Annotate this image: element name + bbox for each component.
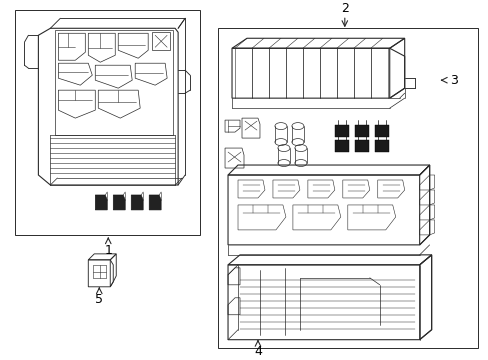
Polygon shape	[131, 195, 143, 210]
Polygon shape	[113, 195, 125, 210]
Polygon shape	[354, 140, 368, 152]
Text: 2: 2	[340, 2, 348, 15]
Polygon shape	[149, 195, 161, 210]
Text: 1: 1	[104, 244, 112, 257]
Text: 5: 5	[95, 293, 103, 306]
Bar	[55, 30, 173, 135]
Bar	[152, 32, 170, 50]
Polygon shape	[334, 140, 348, 152]
Polygon shape	[354, 125, 368, 137]
Text: 4: 4	[254, 345, 262, 358]
Polygon shape	[95, 195, 107, 210]
Polygon shape	[334, 125, 348, 137]
Polygon shape	[374, 140, 388, 152]
Bar	[16, 10, 200, 235]
Text: 3: 3	[449, 74, 457, 87]
Bar	[218, 28, 477, 348]
Polygon shape	[374, 125, 388, 137]
